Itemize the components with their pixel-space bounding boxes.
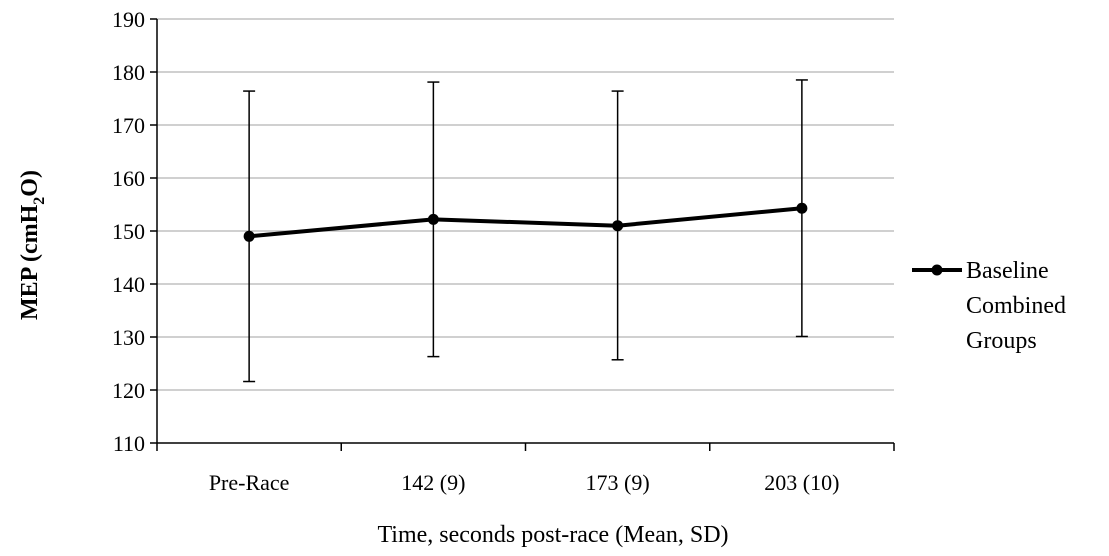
series-line-0 [248, 206, 803, 239]
gridlines [157, 18, 894, 391]
data-point-2 [612, 220, 624, 232]
y-tick-labels: 110 120 130 140 150 160 170 180 190 [112, 7, 145, 456]
legend-label-line-2: Combined [966, 293, 1066, 319]
legend: Baseline Combined Groups [912, 258, 1066, 354]
axes [150, 18, 895, 451]
legend-marker [931, 264, 943, 276]
x-axis-title: Time, seconds post-race (Mean, SD) [377, 522, 728, 548]
data-points [243, 202, 808, 242]
y-axis-title-suffix: O) [17, 170, 43, 197]
series-line [248, 206, 803, 239]
y-tick-label-160: 160 [112, 166, 145, 191]
data-point-0 [243, 230, 255, 242]
x-tick-label-3: 203 (10) [764, 470, 839, 495]
y-tick-label-130: 130 [112, 325, 145, 350]
y-axis-title-main: MEP (cmH [17, 204, 43, 320]
data-point-3 [796, 202, 808, 214]
y-tick-label-190: 190 [112, 7, 145, 32]
legend-label-line-1: Baseline [966, 258, 1049, 284]
y-axis-title: MEP (cmH2O) [17, 170, 48, 320]
y-tick-label-170: 170 [112, 113, 145, 138]
y-tick-label-110: 110 [113, 431, 145, 456]
x-tick-label-0: Pre-Race [209, 470, 290, 495]
y-axis-title-subscript: 2 [31, 197, 48, 205]
y-tick-label-180: 180 [112, 60, 145, 85]
x-tick-labels: Pre-Race 142 (9) 173 (9) 203 (10) [209, 470, 840, 495]
y-tick-label-140: 140 [112, 272, 145, 297]
y-tick-label-150: 150 [112, 219, 145, 244]
data-point-1 [427, 213, 439, 225]
x-tick-label-1: 142 (9) [401, 470, 465, 495]
x-tick-label-2: 173 (9) [586, 470, 650, 495]
y-tick-label-120: 120 [112, 378, 145, 403]
legend-label-line-3: Groups [966, 328, 1037, 354]
